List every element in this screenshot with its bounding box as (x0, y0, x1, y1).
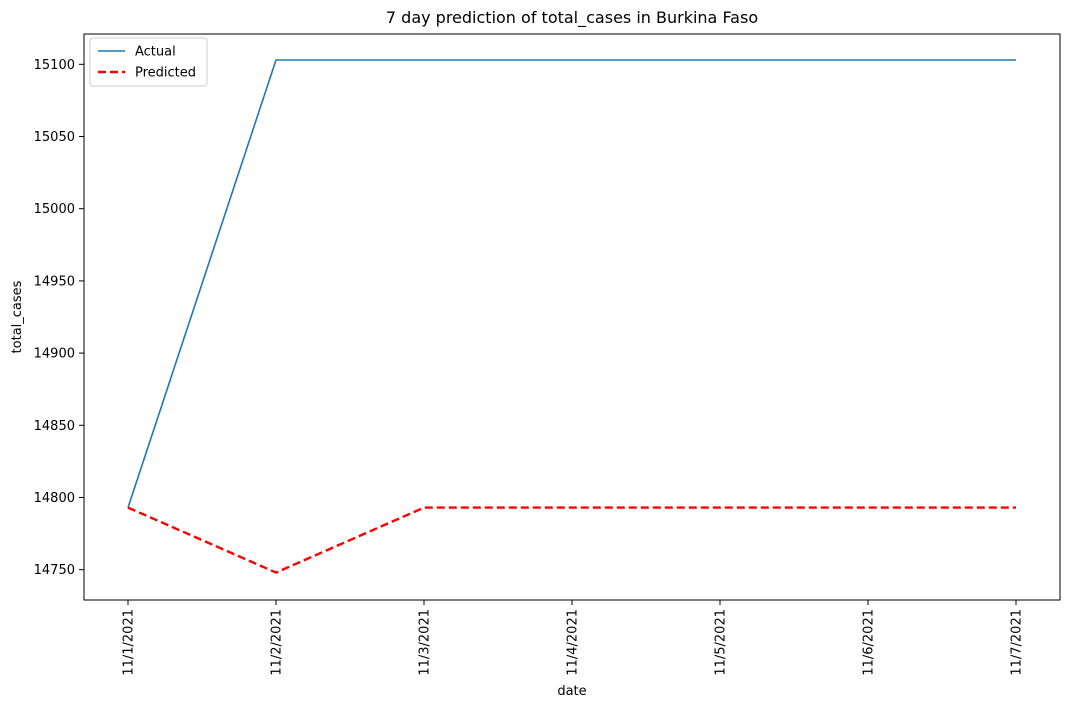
x-tick-label: 11/7/2021 (1010, 609, 1025, 676)
x-tick-label: 11/2/2021 (270, 609, 285, 676)
x-tick-label: 11/6/2021 (862, 609, 877, 676)
x-axis: 11/1/2021 11/2/2021 11/3/2021 11/4/2021 11/5… (122, 600, 1025, 676)
y-axis: 14750 14800 14850 14900 14950 15000 15050 15100 (34, 58, 84, 578)
legend-box (89, 37, 208, 87)
y-tick-label: 14800 (34, 491, 75, 506)
x-axis-title: date (557, 684, 586, 699)
y-tick-label: 15050 (34, 130, 75, 145)
y-tick-label: 14900 (34, 347, 75, 362)
x-tick-label: 11/4/2021 (566, 609, 581, 676)
plot-area (83, 33, 1061, 601)
series-line-predicted (127, 506, 1016, 574)
y-tick-label: 14850 (34, 419, 75, 434)
legend: Actual Predicted (89, 37, 208, 87)
y-tick-label: 15100 (34, 58, 75, 73)
y-tick-label: 14750 (34, 563, 75, 578)
y-tick-label: 14950 (34, 274, 75, 289)
legend-label-actual: Actual (135, 45, 176, 60)
y-tick-label: 15000 (34, 202, 75, 217)
x-tick-label: 11/3/2021 (418, 609, 433, 676)
legend-label-predicted: Predicted (135, 66, 196, 81)
chart-title: 7 day prediction of total_cases in Burki… (386, 8, 758, 28)
x-tick-label: 11/1/2021 (122, 609, 137, 676)
x-tick-label: 11/5/2021 (714, 609, 729, 676)
y-axis-title: total_cases (10, 280, 25, 353)
series-layer (127, 59, 1016, 574)
series-line-actual (127, 59, 1016, 508)
